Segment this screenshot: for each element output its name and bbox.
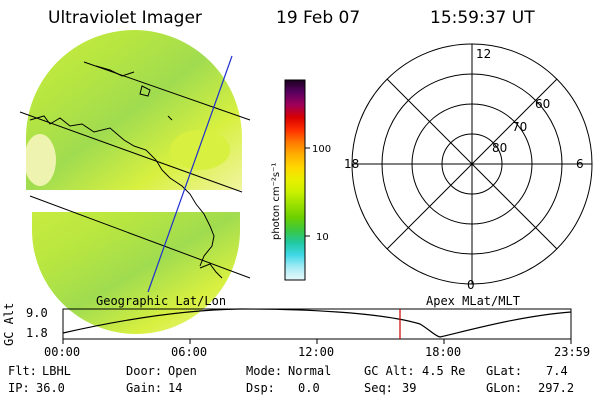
time-label: 15:59:37 UT [430,8,535,28]
footer-dsp-label: Dsp: [246,381,275,395]
footer-dsp-value: 0.0 [298,381,320,395]
footer-door-label: Door: [126,364,163,378]
grid-line-1 [19,111,243,193]
timeline-y-axis-label: GC Alt [2,302,16,346]
timeline-x-tick-0: 00:00 [44,345,81,359]
footer-glat-value: 7.4 [546,364,568,378]
colorbar [284,79,306,281]
footer-glon-value: 297.2 [538,381,575,395]
colorbar-tick-label-10: 10 [316,232,329,243]
footer-glat-label: GLat: [486,364,523,378]
footer-glon-label: GLon: [486,381,523,395]
polar-mlt-label-12: 12 [476,47,491,61]
map-image-upper [26,30,242,190]
footer-seq-label: Seq: [364,381,393,395]
footer-mode-value: Normal [288,364,332,378]
grid-line-2 [83,61,251,121]
timeline-x-tick-2: 12:00 [298,345,335,359]
footer-seq-value: 39 [402,381,417,395]
polar-lat-label-60: 60 [535,97,550,111]
footer-ip-value: 36.0 [36,381,65,395]
polar-mlt-label-18: 18 [344,157,359,171]
altitude-curve [62,308,572,338]
footer-ip-label: IP: [8,381,30,395]
timeline-right-label: Apex MLat/MLT [426,294,520,308]
timeline-y-tick-top: 9.0 [26,306,48,320]
colorbar-unit-label: photon cm⁻²s⁻¹ [271,163,282,240]
timeline-x-ticks [62,339,572,344]
footer-gcalt-label: GC Alt: [364,364,415,378]
footer-mode-label: Mode: [246,364,283,378]
timeline-left-label: Geographic Lat/Lon [96,294,227,308]
instrument-title: Ultraviolet Imager [48,8,202,28]
footer-gcalt-value: 4.5 Re [422,364,466,378]
timeline-y-tick-bottom: 1.8 [26,326,48,340]
timeline-x-tick-3: 18:00 [425,345,462,359]
polar-mlt-label-0: 0 [467,278,475,292]
date-label: 19 Feb 07 [276,8,361,28]
polar-mlt-label-6: 6 [576,157,584,171]
terminator-line [147,55,233,293]
footer-gain-value: 14 [168,381,183,395]
footer-door-value: Open [168,364,197,378]
polar-lat-label-80: 80 [492,141,507,155]
polar-lat-label-70: 70 [512,120,527,134]
footer-flt-value: LBHL [42,364,71,378]
footer-gain-label: Gain: [126,381,163,395]
coastline [29,115,215,267]
timeline-x-tick-4: 23:59 [554,345,591,359]
polar-plot [351,43,593,285]
footer-flt-label: Flt: [8,364,37,378]
timeline-x-tick-1: 06:00 [171,345,208,359]
colorbar-tick-label-100: 100 [312,144,331,155]
map-image-lower [32,212,240,334]
grid-line-3 [29,195,251,279]
